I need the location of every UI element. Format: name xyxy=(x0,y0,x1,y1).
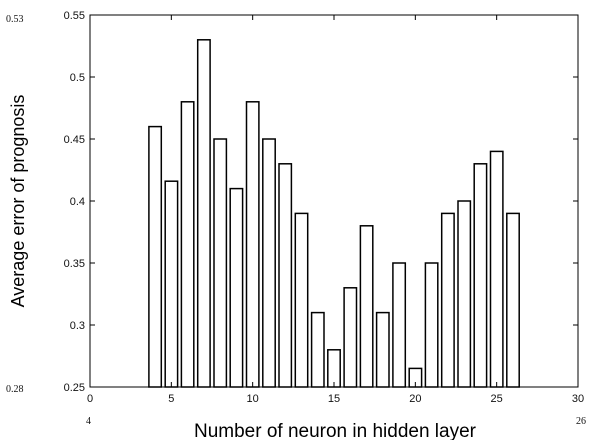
x-tick-label: 5 xyxy=(168,393,174,405)
bar-5 xyxy=(164,180,179,388)
y-tick-label: 0.3 xyxy=(70,320,85,332)
y-tick-label: 0.45 xyxy=(64,134,85,146)
y-tick-label: 0.55 xyxy=(64,10,85,22)
y-tick-label: 0.4 xyxy=(70,196,85,208)
bar-15 xyxy=(327,349,341,388)
bar-8 xyxy=(213,138,228,388)
bar-18 xyxy=(375,311,390,388)
plot-frame xyxy=(89,14,579,388)
x-tick-label: 20 xyxy=(409,393,421,405)
x-axis-title: Number of neuron in hidden layer xyxy=(194,421,477,440)
bar-25 xyxy=(489,150,504,388)
corner-label-ymin: 0.28 xyxy=(6,384,24,395)
bar-16 xyxy=(343,287,358,388)
bar-21 xyxy=(424,262,439,388)
bar-7 xyxy=(196,39,211,388)
bar-4 xyxy=(148,125,163,388)
bar-13 xyxy=(294,212,309,388)
bar-19 xyxy=(392,262,407,388)
x-tick-label: 0 xyxy=(87,393,93,405)
x-tick-label: 25 xyxy=(491,393,503,405)
bar-6 xyxy=(180,101,195,388)
bar-14 xyxy=(310,311,325,388)
bar-26 xyxy=(506,212,520,388)
bar-24 xyxy=(473,163,488,388)
x-tick-label: 10 xyxy=(247,393,259,405)
bar-11 xyxy=(262,138,276,388)
y-tick-label: 0.5 xyxy=(70,72,85,84)
bar-17 xyxy=(359,225,374,388)
bar-23 xyxy=(457,200,472,388)
y-tick-label: 0.35 xyxy=(64,258,85,270)
x-tick-label: 30 xyxy=(572,393,584,405)
corner-label-xmax: 26 xyxy=(576,416,586,427)
y-tick-label: 0.25 xyxy=(64,382,85,394)
bar-series xyxy=(148,39,520,388)
bar-10 xyxy=(245,101,260,388)
bar-9 xyxy=(229,187,244,388)
bar-12 xyxy=(278,163,293,388)
corner-label-ymax: 0.53 xyxy=(6,14,24,25)
corner-label-xmin: 4 xyxy=(86,416,91,427)
bar-22 xyxy=(440,212,455,388)
y-axis-title: Average error of prognosis xyxy=(8,95,28,308)
x-tick-label: 15 xyxy=(328,393,340,405)
